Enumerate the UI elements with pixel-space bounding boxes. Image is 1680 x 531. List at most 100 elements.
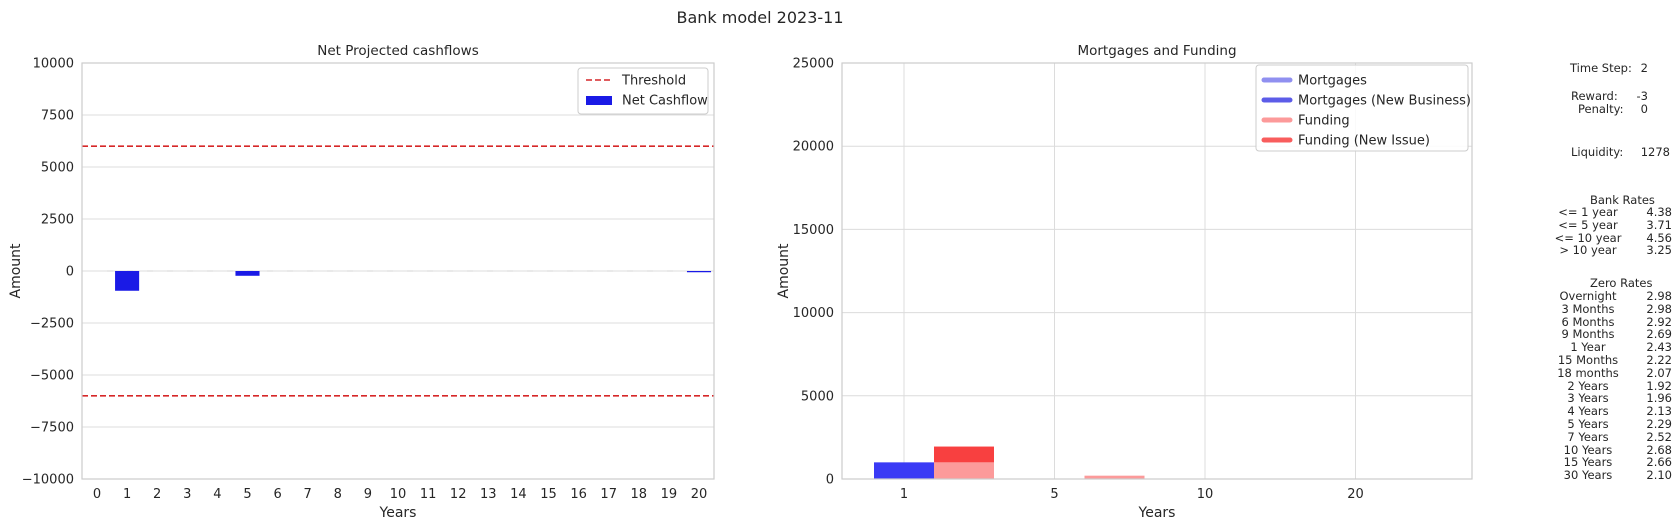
zero-rate-label: 2 Years (1567, 378, 1609, 393)
chart1-gridlines (82, 62, 714, 480)
zero-rate-label: 3 Years (1567, 391, 1609, 406)
chart1-x-tick-label: 16 (570, 487, 587, 502)
bank-rates-title: Bank Rates (1590, 193, 1655, 207)
chart2-bar (934, 462, 994, 479)
chart1-legend-cashflow-swatch (586, 96, 612, 105)
bank-rate-label: <= 10 year (1554, 230, 1622, 245)
chart1-y-tick-label: 5000 (41, 161, 74, 176)
chart1-bar (115, 271, 140, 291)
chart2-legend-box (1255, 64, 1469, 152)
zero-rate-label: 6 Months (1561, 314, 1615, 329)
zero-rate-value: 2.52 (1646, 429, 1672, 444)
zero-rates-title: Zero Rates (1590, 276, 1653, 290)
zero-rate-label: 18 months (1557, 365, 1619, 380)
chart1-title: Net Projected cashflows (317, 43, 478, 59)
chart2-plot-frame (841, 62, 1473, 480)
chart1-x-tick-label: 2 (153, 487, 161, 502)
zero-rate-value: 2.43 (1646, 340, 1672, 355)
zero-rate-value: 2.69 (1646, 327, 1672, 342)
chart1-x-tick-label: 19 (661, 487, 678, 502)
chart2-y-label: Amount (776, 243, 792, 299)
chart2-bars (874, 446, 1145, 479)
zero-rate-label: 10 Years (1563, 442, 1613, 457)
zero-rate-value: 1.96 (1646, 391, 1672, 406)
chart1-x-tick-label: 9 (364, 487, 372, 502)
net-cashflow-chart: Net Projected cashflows 1000075005000250… (8, 43, 715, 521)
liquidity-label: Liquidity: (1571, 145, 1624, 159)
chart1-x-tick-label: 8 (334, 487, 342, 502)
chart1-x-tick-label: 7 (304, 487, 312, 502)
chart1-legend: Threshold Net Cashflow (577, 67, 709, 115)
zero-rate-value: 2.68 (1646, 442, 1672, 457)
chart1-bar (686, 271, 712, 273)
chart1-x-tick-label: 20 (691, 487, 708, 502)
chart2-x-tick-label: 10 (1197, 487, 1214, 502)
bank-rate-value: 3.25 (1646, 243, 1672, 258)
chart1-y-tick-label: −10000 (22, 473, 74, 488)
chart1-x-ticks: 0 1 2 3 4 5 6 7 8 9 10 11 12 13 14 15 16 17 18 19 20 (93, 487, 707, 502)
zero-rate-value: 2.92 (1646, 314, 1672, 329)
zero-rate-value: 2.98 (1646, 289, 1672, 303)
chart1-y-tick-label: 10000 (33, 57, 74, 72)
zero-rate-label: 15 Years (1563, 455, 1613, 470)
chart2-legend-funding-new-label: Funding (New Issue) (1298, 134, 1430, 149)
penalty-label: Penalty: (1578, 102, 1624, 116)
chart1-legend-threshold-label: Threshold (621, 74, 686, 89)
bank-rate-value: 4.56 (1646, 230, 1672, 245)
chart1-x-tick-label: 15 (540, 487, 557, 502)
chart1-x-tick-label: 18 (631, 487, 648, 502)
chart2-bar (1084, 475, 1145, 479)
chart2-legend-funding-label: Funding (1298, 114, 1350, 129)
chart1-x-tick-label: 3 (183, 487, 191, 502)
reward-label: Reward: (1571, 89, 1618, 103)
chart1-x-label: Years (379, 505, 417, 521)
mortgages-funding-chart: Mortgages and Funding 050001000015000200… (776, 43, 1473, 521)
zero-rate-label: 9 Months (1561, 327, 1615, 342)
zero-rate-label: 15 Months (1557, 353, 1619, 367)
chart1-legend-cashflow-label: Net Cashflow (622, 94, 708, 109)
zero-rate-label: Overnight (1559, 289, 1617, 303)
zero-rate-value: 2.13 (1646, 404, 1672, 419)
zero-rate-value: 2.22 (1646, 353, 1672, 367)
chart2-y-tick-label: 0 (826, 473, 834, 488)
chart1-y-ticks: 10000 7500 5000 2500 0 −2500 −5000 −7500 −10000 (22, 57, 74, 488)
chart1-threshold-lines (82, 145, 714, 397)
zero-rate-value: 2.07 (1646, 365, 1672, 380)
chart1-x-tick-label: 14 (510, 487, 527, 502)
bank-rate-value: 4.38 (1646, 205, 1672, 219)
chart2-legend-mortgages-new-label: Mortgages (New Business) (1298, 94, 1471, 109)
chart2-x-label: Years (1138, 505, 1176, 521)
time-step-value: 2 (1640, 61, 1648, 75)
chart1-x-tick-label: 10 (390, 487, 407, 502)
chart2-legend-mortgages-label: Mortgages (1298, 74, 1367, 89)
zero-rate-value: 1.92 (1646, 378, 1672, 393)
chart2-y-tick-label: 5000 (801, 389, 834, 404)
liquidity-value: 1278 (1640, 145, 1670, 159)
chart1-bar (235, 271, 260, 276)
chart1-y-label: Amount (8, 243, 24, 299)
zero-rate-value: 2.66 (1646, 455, 1672, 470)
reward-value: -3 (1636, 89, 1648, 103)
chart2-y-ticks: 0 5000 10000 15000 20000 25000 (793, 57, 834, 488)
zero-rate-label: 7 Years (1567, 429, 1609, 444)
chart1-y-tick-label: 0 (66, 265, 74, 280)
bank-rate-label: <= 5 year (1558, 217, 1618, 232)
chart1-x-tick-label: 17 (600, 487, 617, 502)
bank-rate-label: <= 1 year (1558, 205, 1618, 219)
zero-rate-label: 5 Years (1567, 417, 1609, 431)
chart2-y-tick-label: 20000 (793, 140, 834, 155)
chart2-x-tick-label: 5 (1050, 487, 1058, 502)
chart2-bar (934, 446, 994, 463)
chart1-x-tick-label: 13 (480, 487, 497, 502)
bank-rate-label: > 10 year (1559, 243, 1617, 258)
time-step-label: Time Step: (1570, 61, 1632, 75)
chart1-x-tick-label: 4 (213, 487, 221, 502)
figure-title: Bank model 2023-11 (676, 8, 843, 27)
bank-rate-value: 3.71 (1646, 217, 1672, 232)
zero-rate-value: 2.10 (1646, 468, 1672, 483)
chart1-bars (115, 271, 712, 291)
chart1-x-tick-label: 0 (93, 487, 101, 502)
chart1-plot-frame (81, 62, 715, 480)
chart1-x-tick-label: 11 (420, 487, 437, 502)
